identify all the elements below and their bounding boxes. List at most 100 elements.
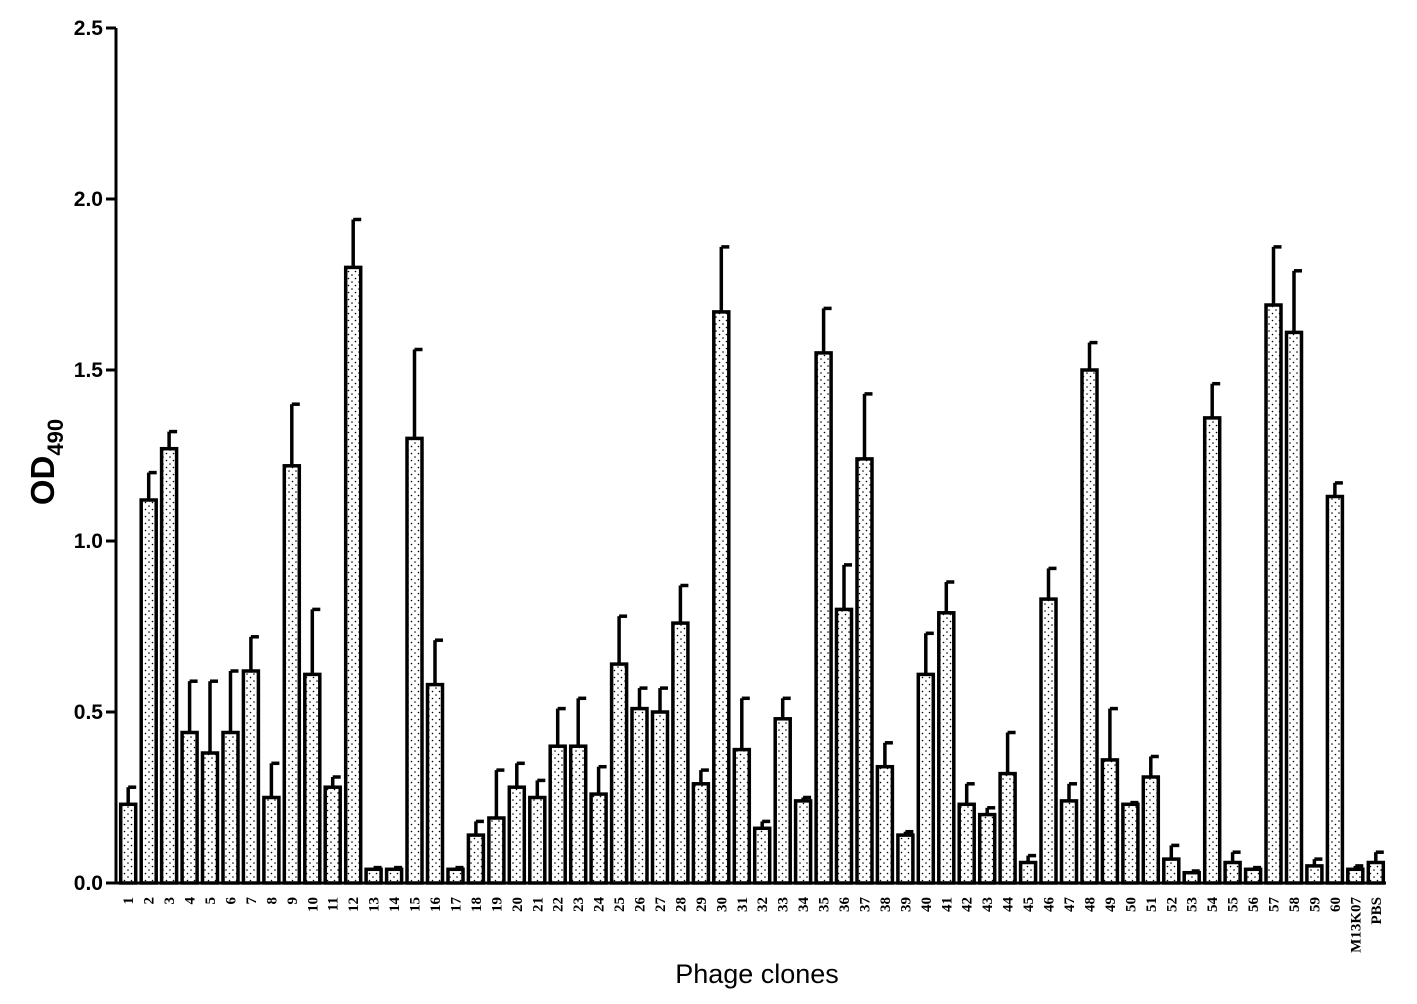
bar-21: [528, 795, 547, 885]
x-tick-label: 42: [960, 897, 976, 912]
bar-22: [548, 744, 567, 885]
x-tick-label: 37: [858, 897, 874, 913]
bars-group: [118, 217, 1386, 885]
bar-54: [1202, 416, 1222, 885]
bar-25: [609, 662, 629, 885]
bar-35: [814, 351, 833, 885]
y-tick-label: 2.5: [74, 17, 104, 40]
x-tick-label: 23: [571, 897, 587, 912]
x-tick-label: 30: [714, 897, 730, 912]
bar-11: [323, 785, 342, 885]
y-tick-label: 1.0: [74, 530, 103, 553]
bar-4: [180, 730, 199, 885]
x-tick-label: 6: [224, 897, 240, 905]
x-tick-label: 14: [387, 897, 403, 913]
bar-7: [241, 669, 261, 885]
x-tick-label: 52: [1164, 897, 1180, 912]
x-tick-label: 46: [1042, 897, 1058, 913]
bar-23: [568, 744, 588, 885]
x-tick-label: M13K07: [1348, 897, 1364, 953]
x-tick-label: 35: [817, 897, 833, 912]
x-tick-label: 26: [633, 897, 649, 913]
bar-38: [875, 764, 895, 885]
bar-33: [773, 717, 792, 885]
bar-56: [1243, 867, 1263, 885]
bar-26: [630, 706, 649, 885]
x-tick-label: 43: [980, 897, 996, 912]
x-tick-label: 29: [694, 897, 710, 912]
bar-9: [282, 464, 302, 885]
bar-53: [1182, 870, 1201, 885]
bar-47: [1059, 799, 1079, 885]
y-axis: 0.0 0.5 1.0 1.5 2.0 2.5: [74, 17, 118, 895]
bar-15: [405, 436, 424, 885]
bar-48: [1080, 368, 1099, 885]
bar-28: [671, 621, 690, 885]
x-tick-label: 33: [776, 897, 792, 912]
x-tick-label: 53: [1185, 897, 1201, 912]
bar-5: [200, 751, 220, 885]
bar-16: [425, 682, 445, 885]
x-tick-label: 59: [1307, 897, 1323, 912]
x-tick-label: 51: [1144, 897, 1160, 912]
bar-37: [855, 457, 874, 885]
bar-19: [487, 816, 506, 885]
x-tick-label: 2: [142, 897, 158, 905]
x-tick-label: 25: [612, 897, 628, 912]
x-tick-label: 48: [1083, 897, 1099, 912]
bar-PBS: [1366, 860, 1386, 885]
x-axis: 1 2 3 4 5 6 7 8 9 10 11 12 13 14 15 16 17 18 19 20 21 22 23 24 2…: [116, 881, 1386, 953]
x-tick-label: 20: [510, 897, 526, 912]
x-tick-label: 56: [1246, 897, 1262, 913]
bar-55: [1223, 860, 1242, 885]
bar-3: [159, 446, 179, 885]
x-tick-label: 49: [1103, 897, 1119, 912]
x-tick-label: 9: [285, 897, 301, 905]
x-tick-label: 1: [121, 897, 137, 905]
bar-30: [712, 310, 731, 885]
bar-20: [507, 785, 527, 885]
y-axis-title-sub: 490: [43, 419, 68, 456]
bar-43: [977, 812, 997, 885]
bar-41: [937, 611, 956, 885]
bar-36: [834, 607, 854, 885]
bar-10: [303, 672, 322, 885]
bar-40: [916, 672, 936, 885]
x-tick-label: 34: [796, 897, 812, 913]
y-axis-title: OD490: [24, 419, 68, 505]
bar-58: [1284, 330, 1304, 885]
x-tick-label: 27: [653, 897, 669, 913]
x-tick-label: 31: [735, 897, 751, 912]
x-tick-label: 58: [1287, 897, 1303, 912]
x-axis-title: Phage clones: [675, 959, 839, 989]
bar-34: [793, 799, 813, 885]
x-tick-label: 3: [162, 897, 178, 905]
x-tick-label: 55: [1226, 897, 1242, 912]
bar-1: [118, 802, 138, 885]
x-tick-label: 40: [919, 897, 935, 912]
x-tick-label: 5: [203, 897, 219, 905]
bar-12: [343, 265, 363, 885]
x-tick-label: 36: [837, 897, 853, 913]
y-tick-label: 0.5: [74, 701, 104, 724]
bar-46: [1039, 597, 1058, 885]
y-tick-label: 0.0: [74, 872, 103, 895]
bar-39: [896, 833, 915, 885]
x-tick-label: 32: [755, 897, 771, 912]
x-tick-label: 44: [1001, 897, 1017, 913]
x-tick-label: 12: [346, 897, 362, 912]
bar-18: [466, 833, 486, 885]
bar-59: [1305, 864, 1324, 885]
x-tick-label: 50: [1123, 897, 1139, 912]
bar-29: [691, 782, 711, 885]
bar-49: [1100, 758, 1120, 885]
bar-14: [384, 867, 404, 885]
x-tick-label: 45: [1021, 897, 1037, 912]
x-tick-label: 16: [428, 897, 444, 913]
bar-45: [1018, 860, 1038, 885]
x-tick-label: 41: [939, 897, 955, 912]
x-tick-label: 47: [1062, 897, 1078, 913]
x-tick-label: 10: [305, 897, 321, 912]
x-tick-label: 54: [1205, 897, 1221, 913]
